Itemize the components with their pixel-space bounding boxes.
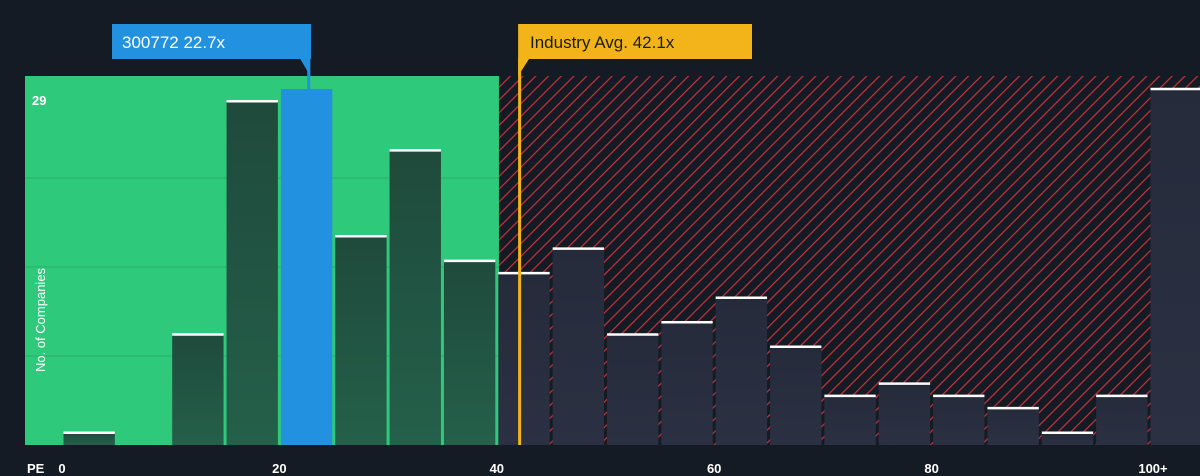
- x-tick-label: 20: [272, 461, 286, 476]
- histogram-bar: [552, 248, 604, 445]
- x-tick-label: 0: [58, 461, 65, 476]
- histogram-bar: [770, 346, 822, 445]
- x-axis-label: PE: [27, 461, 45, 476]
- histogram-bar: [389, 150, 441, 445]
- histogram-bar: [878, 383, 931, 445]
- x-tick-label: 40: [490, 461, 504, 476]
- histogram-bar: [1041, 432, 1094, 445]
- y-max-label: 29: [32, 93, 46, 108]
- histogram-bars: [63, 87, 1200, 445]
- callout-label: 300772 22.7x: [122, 33, 226, 52]
- histogram-bar: [172, 334, 224, 445]
- histogram-bar: [933, 395, 985, 445]
- histogram-bar: [498, 273, 550, 445]
- histogram-bar: [1096, 395, 1148, 445]
- y-axis-label: No. of Companies: [33, 267, 48, 372]
- company-marker: 300772 22.7x: [112, 24, 311, 89]
- histogram-bar: [715, 297, 768, 445]
- industry-average-marker: Industry Avg. 42.1x: [518, 24, 752, 445]
- histogram-bar: [335, 236, 387, 445]
- histogram-bar: [824, 395, 876, 445]
- x-axis: 0 20 40 60 80 100+: [58, 461, 1168, 476]
- x-tick-label: 80: [924, 461, 938, 476]
- callout-label: Industry Avg. 42.1x: [530, 33, 675, 52]
- histogram-bar: [63, 432, 115, 445]
- histogram-bar: [987, 408, 1039, 445]
- x-tick-label: 60: [707, 461, 721, 476]
- expensive-zone: [498, 76, 1200, 445]
- histogram-bar: [443, 260, 496, 445]
- histogram-bar: [607, 334, 659, 445]
- histogram-bar: [280, 89, 333, 445]
- histogram-bar: [226, 101, 278, 445]
- callout-box: [112, 24, 311, 59]
- histogram-bar: [1150, 89, 1200, 445]
- histogram-bar: [661, 322, 713, 445]
- callout-box: [520, 24, 752, 59]
- x-tick-label: 100+: [1138, 461, 1168, 476]
- value-markers: 300772 22.7x Industry Avg. 42.1x: [112, 24, 752, 445]
